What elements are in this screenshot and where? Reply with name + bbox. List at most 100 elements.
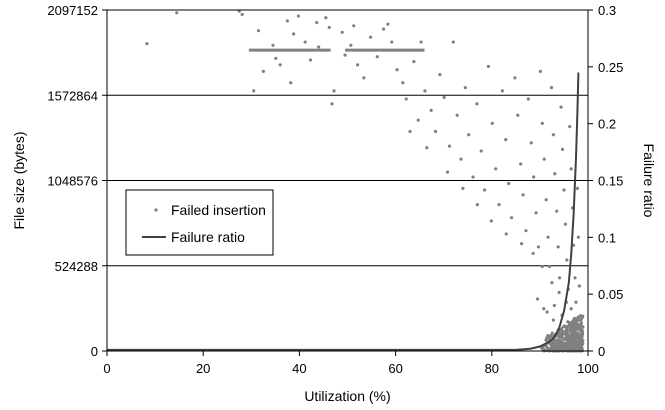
failed-insertion-point	[261, 69, 265, 73]
failed-insertion-point	[390, 40, 394, 44]
failed-insertion-point	[568, 342, 571, 346]
failed-insertion-point	[289, 81, 293, 85]
failed-insertion-point	[278, 63, 282, 67]
y-tick-label: 2097152	[47, 3, 98, 18]
failed-insertion-point	[559, 105, 563, 109]
failed-insertion-point	[560, 147, 565, 151]
failed-insertion-point	[542, 157, 546, 161]
failed-insertion-point	[569, 325, 573, 328]
failed-insertion-point	[558, 276, 562, 280]
failed-insertion-point	[401, 81, 405, 85]
failed-insertion-point	[563, 346, 567, 350]
failed-insertion-point	[416, 118, 420, 122]
x-tick-label: 0	[103, 361, 110, 376]
failed-insertion-point	[580, 321, 584, 325]
failed-insertion-point	[563, 338, 566, 342]
failed-insertion-point	[555, 343, 559, 347]
y2-tick-label: 0.15	[598, 174, 623, 189]
failed-insertion-point	[343, 53, 347, 57]
failed-insertion-point	[545, 310, 549, 314]
failed-insertion-point	[574, 300, 578, 304]
failed-insertion-point	[509, 216, 514, 220]
failed-insertion-point	[545, 336, 548, 340]
failed-insertion-point	[579, 346, 583, 350]
failed-insertion-point	[504, 138, 508, 142]
failed-insertion-point	[559, 344, 563, 348]
failed-insertion-point	[566, 320, 570, 324]
failed-insertion-point	[521, 193, 525, 197]
grid	[107, 94, 588, 267]
failed-insertion-point	[433, 129, 438, 134]
failed-insertion-point	[580, 330, 584, 334]
failed-insertion-point	[575, 186, 580, 190]
failed-insertion-point	[558, 333, 562, 336]
failed-insertion-point	[577, 341, 581, 345]
x-tick-label: 100	[577, 361, 599, 376]
failed-insertion-point	[240, 12, 244, 17]
failed-insertion-point	[292, 32, 296, 36]
scatter-points	[145, 9, 585, 353]
failed-insertion-point	[581, 316, 584, 320]
failed-insertion-point	[575, 328, 579, 331]
failed-insertion-point	[252, 89, 256, 93]
failed-insertion-point	[560, 333, 564, 337]
failed-insertion-point	[535, 297, 540, 301]
failed-insertion-point	[340, 30, 344, 34]
failed-insertion-point	[552, 340, 556, 343]
failed-insertion-point	[551, 318, 555, 322]
failed-insertion-point	[381, 27, 386, 31]
failed-insertion-point	[442, 95, 446, 99]
failed-insertion-point	[356, 63, 360, 67]
failed-insertion-point	[519, 162, 523, 166]
failed-insertion-point	[540, 264, 544, 269]
failure-ratio-line-layer	[107, 72, 580, 351]
y-axis-label: File size (bytes)	[11, 131, 27, 229]
failed-insertion-point	[386, 22, 390, 26]
failed-insertion-point	[455, 113, 459, 117]
failed-insertion-point	[529, 141, 533, 145]
failed-insertion-point	[575, 336, 578, 340]
failed-insertion-point	[564, 329, 567, 333]
y-tick-label: 1572864	[47, 88, 98, 103]
failed-insertion-point	[578, 319, 582, 322]
x-tick-label: 60	[388, 361, 402, 376]
failed-insertion-point	[546, 235, 550, 239]
legend-box	[125, 189, 274, 256]
failed-insertion-point	[352, 24, 356, 28]
failed-insertion-point	[561, 325, 565, 329]
failed-insertion-point	[563, 222, 567, 226]
failed-insertion-point	[362, 76, 366, 80]
failed-insertion-point	[145, 42, 149, 46]
failed-insertion-point	[459, 157, 463, 161]
y-tick-label: 524288	[55, 259, 98, 274]
failed-insertion-point	[516, 113, 520, 117]
failed-insertion-point	[555, 209, 559, 213]
failed-insertion-point	[494, 167, 498, 171]
failed-insertion-point	[475, 102, 479, 106]
failed-insertion-point	[324, 16, 328, 20]
failed-insertion-point	[569, 167, 573, 171]
failed-insertion-point	[545, 345, 549, 349]
x-axis-label: Utilization (%)	[304, 388, 390, 404]
failed-insertion-point	[308, 58, 313, 62]
failed-insertion-point	[531, 251, 535, 256]
y-tick-label: 1048576	[47, 174, 98, 189]
failed-insertion-point	[569, 307, 573, 311]
failed-insertion-point	[572, 319, 575, 323]
failed-insertion-point	[579, 338, 583, 342]
failed-insertion-point	[482, 188, 487, 192]
legend-label-failure-ratio: Failure ratio	[171, 229, 245, 245]
x-tick-label: 20	[196, 361, 210, 376]
failed-insertion-point	[532, 175, 536, 179]
legend-label-failed-insertion: Failed insertion	[171, 202, 266, 218]
failed-insertion-point	[327, 25, 331, 30]
failed-insertion-point	[175, 11, 179, 15]
failed-insertion-point	[524, 229, 528, 233]
failed-insertion-point	[497, 203, 501, 207]
failed-insertion-point	[549, 343, 553, 347]
failed-insertion-point	[425, 146, 429, 150]
y2-tick-label: 0	[598, 344, 605, 359]
failed-insertion-point	[256, 29, 261, 33]
y2-tick-label: 0.2	[598, 117, 616, 132]
